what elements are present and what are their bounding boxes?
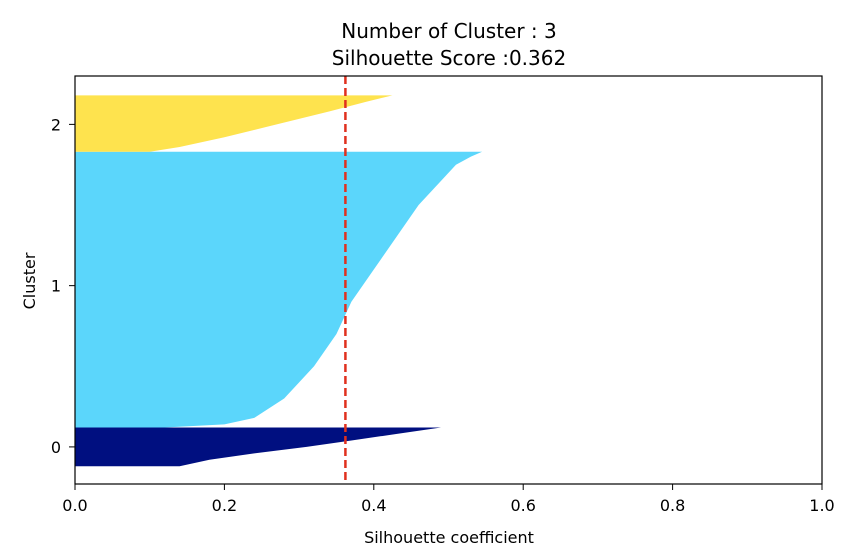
cluster-0-silhouette	[75, 427, 442, 467]
x-tick-label: 0.0	[62, 496, 87, 515]
y-tick-label: 0	[51, 438, 61, 457]
x-tick-label: 0.2	[212, 496, 237, 515]
x-tick-label: 0.6	[510, 496, 535, 515]
y-tick-label: 1	[51, 277, 61, 296]
x-tick-label: 0.8	[660, 496, 685, 515]
plot-frame	[74, 75, 823, 485]
y-tick-label: 2	[51, 115, 61, 134]
chart-subtitle: Silhouette Score :0.362	[332, 46, 566, 70]
x-axis-label: Silhouette coefficient	[364, 528, 534, 547]
y-axis-label: Cluster	[20, 252, 39, 309]
cluster-2-silhouette	[75, 95, 393, 152]
plot-area: 0.0 0.2 0.4 0.6 0.8 1.0 0 1 2	[51, 75, 835, 515]
chart-title: Number of Cluster : 3	[341, 19, 557, 43]
x-tick-label: 0.4	[361, 496, 386, 515]
x-tick-label: 1.0	[809, 496, 834, 515]
cluster-1-silhouette	[75, 151, 483, 428]
